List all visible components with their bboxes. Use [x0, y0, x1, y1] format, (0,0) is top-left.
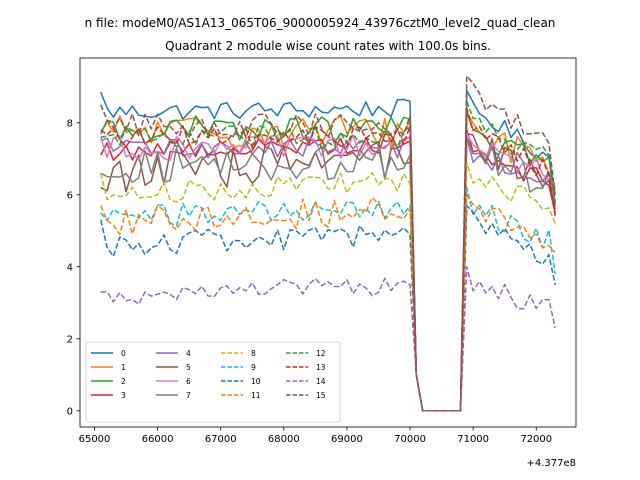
- axis-ticks: 65000 66000 67000 68000 69000 70000 71000 72000…: [67, 118, 553, 445]
- series-line-2: [100, 111, 556, 412]
- series-line-14: [100, 266, 556, 412]
- series-line-12: [100, 100, 556, 412]
- legend-entry: 0: [121, 349, 126, 358]
- x-tick-label: 69000: [331, 434, 363, 445]
- legend-entry: 5: [186, 363, 191, 372]
- x-tick-label: 65000: [79, 434, 111, 445]
- legend-box: [85, 341, 341, 423]
- figure-suptitle: n file: modeM0/AS1A13_065T06_9000005924_…: [85, 16, 556, 30]
- y-tick-label: 2: [67, 334, 73, 345]
- y-tick-label: 0: [67, 406, 73, 417]
- series-lines: [100, 75, 556, 412]
- series-line-9: [100, 186, 556, 412]
- legend-entry: 12: [316, 349, 326, 358]
- legend-entry: 11: [251, 391, 261, 400]
- legend-entry: 14: [316, 377, 326, 386]
- axes-title: Quadrant 2 module wise count rates with …: [165, 39, 491, 53]
- legend-entry: 10: [251, 377, 261, 386]
- x-tick-label: 66000: [142, 434, 174, 445]
- legend-entry: 3: [121, 391, 126, 400]
- plot-frame: [79, 57, 577, 428]
- legend-entry: 13: [316, 363, 326, 372]
- series-line-8: [100, 161, 556, 412]
- x-tick-label: 71000: [457, 434, 489, 445]
- legend-entry: 6: [186, 377, 191, 386]
- legend-entry: 1: [121, 363, 126, 372]
- legend-entry: 9: [251, 363, 256, 372]
- legend-entry: 4: [186, 349, 191, 358]
- series-line-11: [100, 194, 556, 412]
- legend-entry: 7: [186, 391, 191, 400]
- legend-entry: 2: [121, 377, 126, 386]
- series-line-6: [100, 132, 556, 412]
- y-tick-label: 8: [67, 118, 73, 129]
- y-tick-label: 6: [67, 190, 73, 201]
- x-tick-label: 70000: [394, 434, 426, 445]
- legend-entry: 15: [316, 391, 326, 400]
- x-tick-label: 72000: [520, 434, 552, 445]
- series-line-7: [100, 136, 556, 412]
- x-tick-label: 68000: [268, 434, 300, 445]
- series-line-15: [100, 75, 556, 412]
- series-line-5: [100, 132, 556, 412]
- y-tick-label: 4: [67, 262, 73, 273]
- legend-entry: 8: [251, 349, 256, 358]
- x-offset-label: +4.377e8: [526, 458, 576, 469]
- series-line-0: [100, 89, 556, 412]
- series-line-10: [100, 204, 556, 412]
- series-line-4: [100, 136, 556, 412]
- x-tick-label: 67000: [205, 434, 237, 445]
